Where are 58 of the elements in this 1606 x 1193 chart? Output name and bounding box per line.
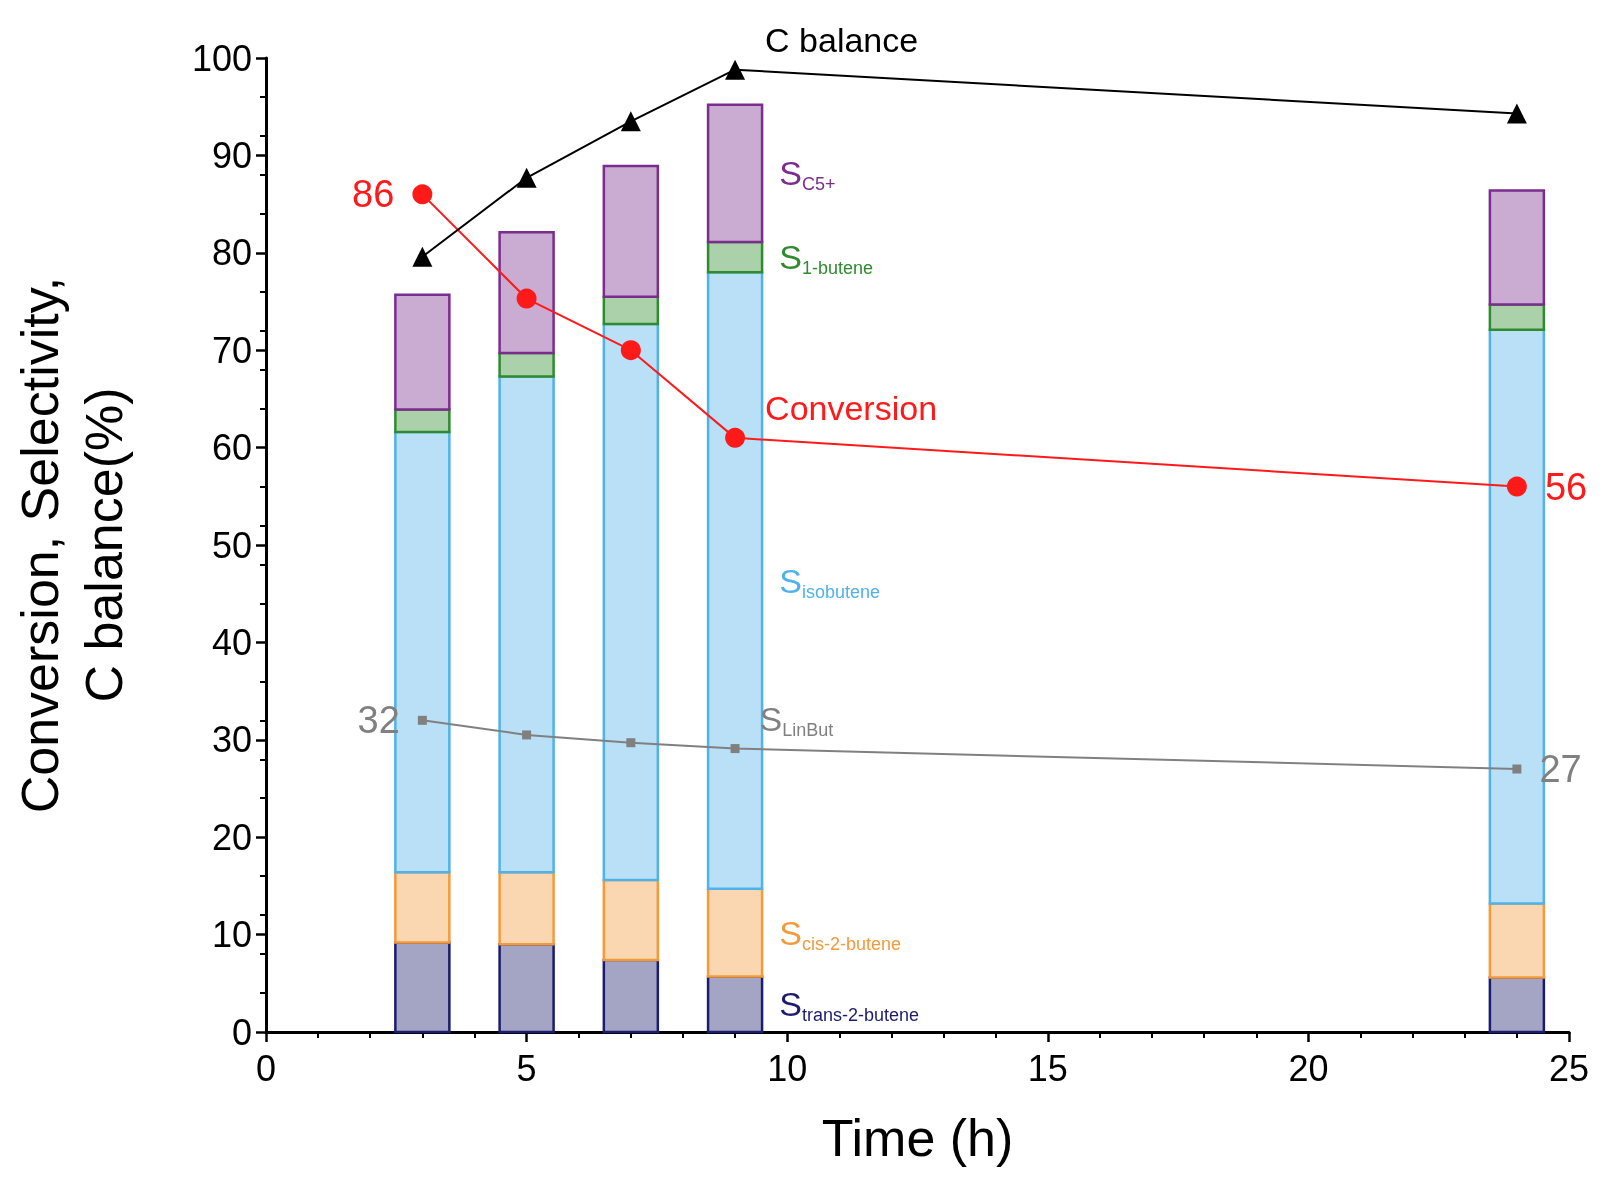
x-tick-label: 15 [1027,1047,1068,1089]
x-axis-title: Time (h) [821,1109,1014,1167]
bar [602,322,660,882]
point [1512,764,1522,774]
point [1506,476,1527,497]
series-label: Conversion [765,388,938,427]
point [1506,103,1527,124]
y-tick-label: 10 [211,914,252,956]
bar [706,103,764,244]
y-tick-label: 30 [211,719,252,761]
bar [1488,976,1546,1034]
bar [602,958,660,1034]
point [620,111,641,132]
data-label: 86 [352,173,395,216]
point [412,246,433,267]
y-tick-label: 40 [211,621,252,663]
point [725,427,746,448]
y-tick-label: 90 [211,134,252,176]
x-tick-label: 10 [767,1047,808,1089]
data-label: 56 [1544,465,1588,508]
bar [394,871,451,944]
point [516,288,537,309]
bar [602,295,660,326]
bar [706,240,764,274]
y-axis-title: Conversion, Selectivity, C balance(%) [11,276,133,814]
point [725,59,746,80]
y-tick-label: 80 [211,232,252,274]
bar [1488,189,1546,306]
bar [1488,902,1546,979]
bar [602,878,660,962]
y-tick-label: 100 [191,37,252,79]
bar [706,887,764,978]
point [516,167,537,188]
point [417,715,427,725]
point [730,744,740,754]
point [626,738,636,748]
y-tick-label: 70 [211,329,252,371]
bar [498,351,555,378]
y-tick-label: 50 [211,524,252,566]
point [412,184,433,205]
series-label: C balance [765,20,919,59]
bar [498,871,555,946]
bar [394,941,451,1034]
x-tick-label: 25 [1548,1047,1590,1089]
x-tick-label: 5 [516,1047,537,1089]
point [620,340,641,361]
y-tick-label: 60 [211,427,252,469]
bar [602,164,660,298]
bar [706,975,764,1034]
x-tick-label: 20 [1288,1047,1329,1089]
bar [498,943,555,1034]
bar [394,293,451,411]
point [522,730,532,740]
y-tick-label: 0 [231,1011,252,1053]
bar [498,231,555,355]
bar [498,375,555,874]
y-tick-label: 20 [211,816,252,858]
bar [394,408,451,434]
